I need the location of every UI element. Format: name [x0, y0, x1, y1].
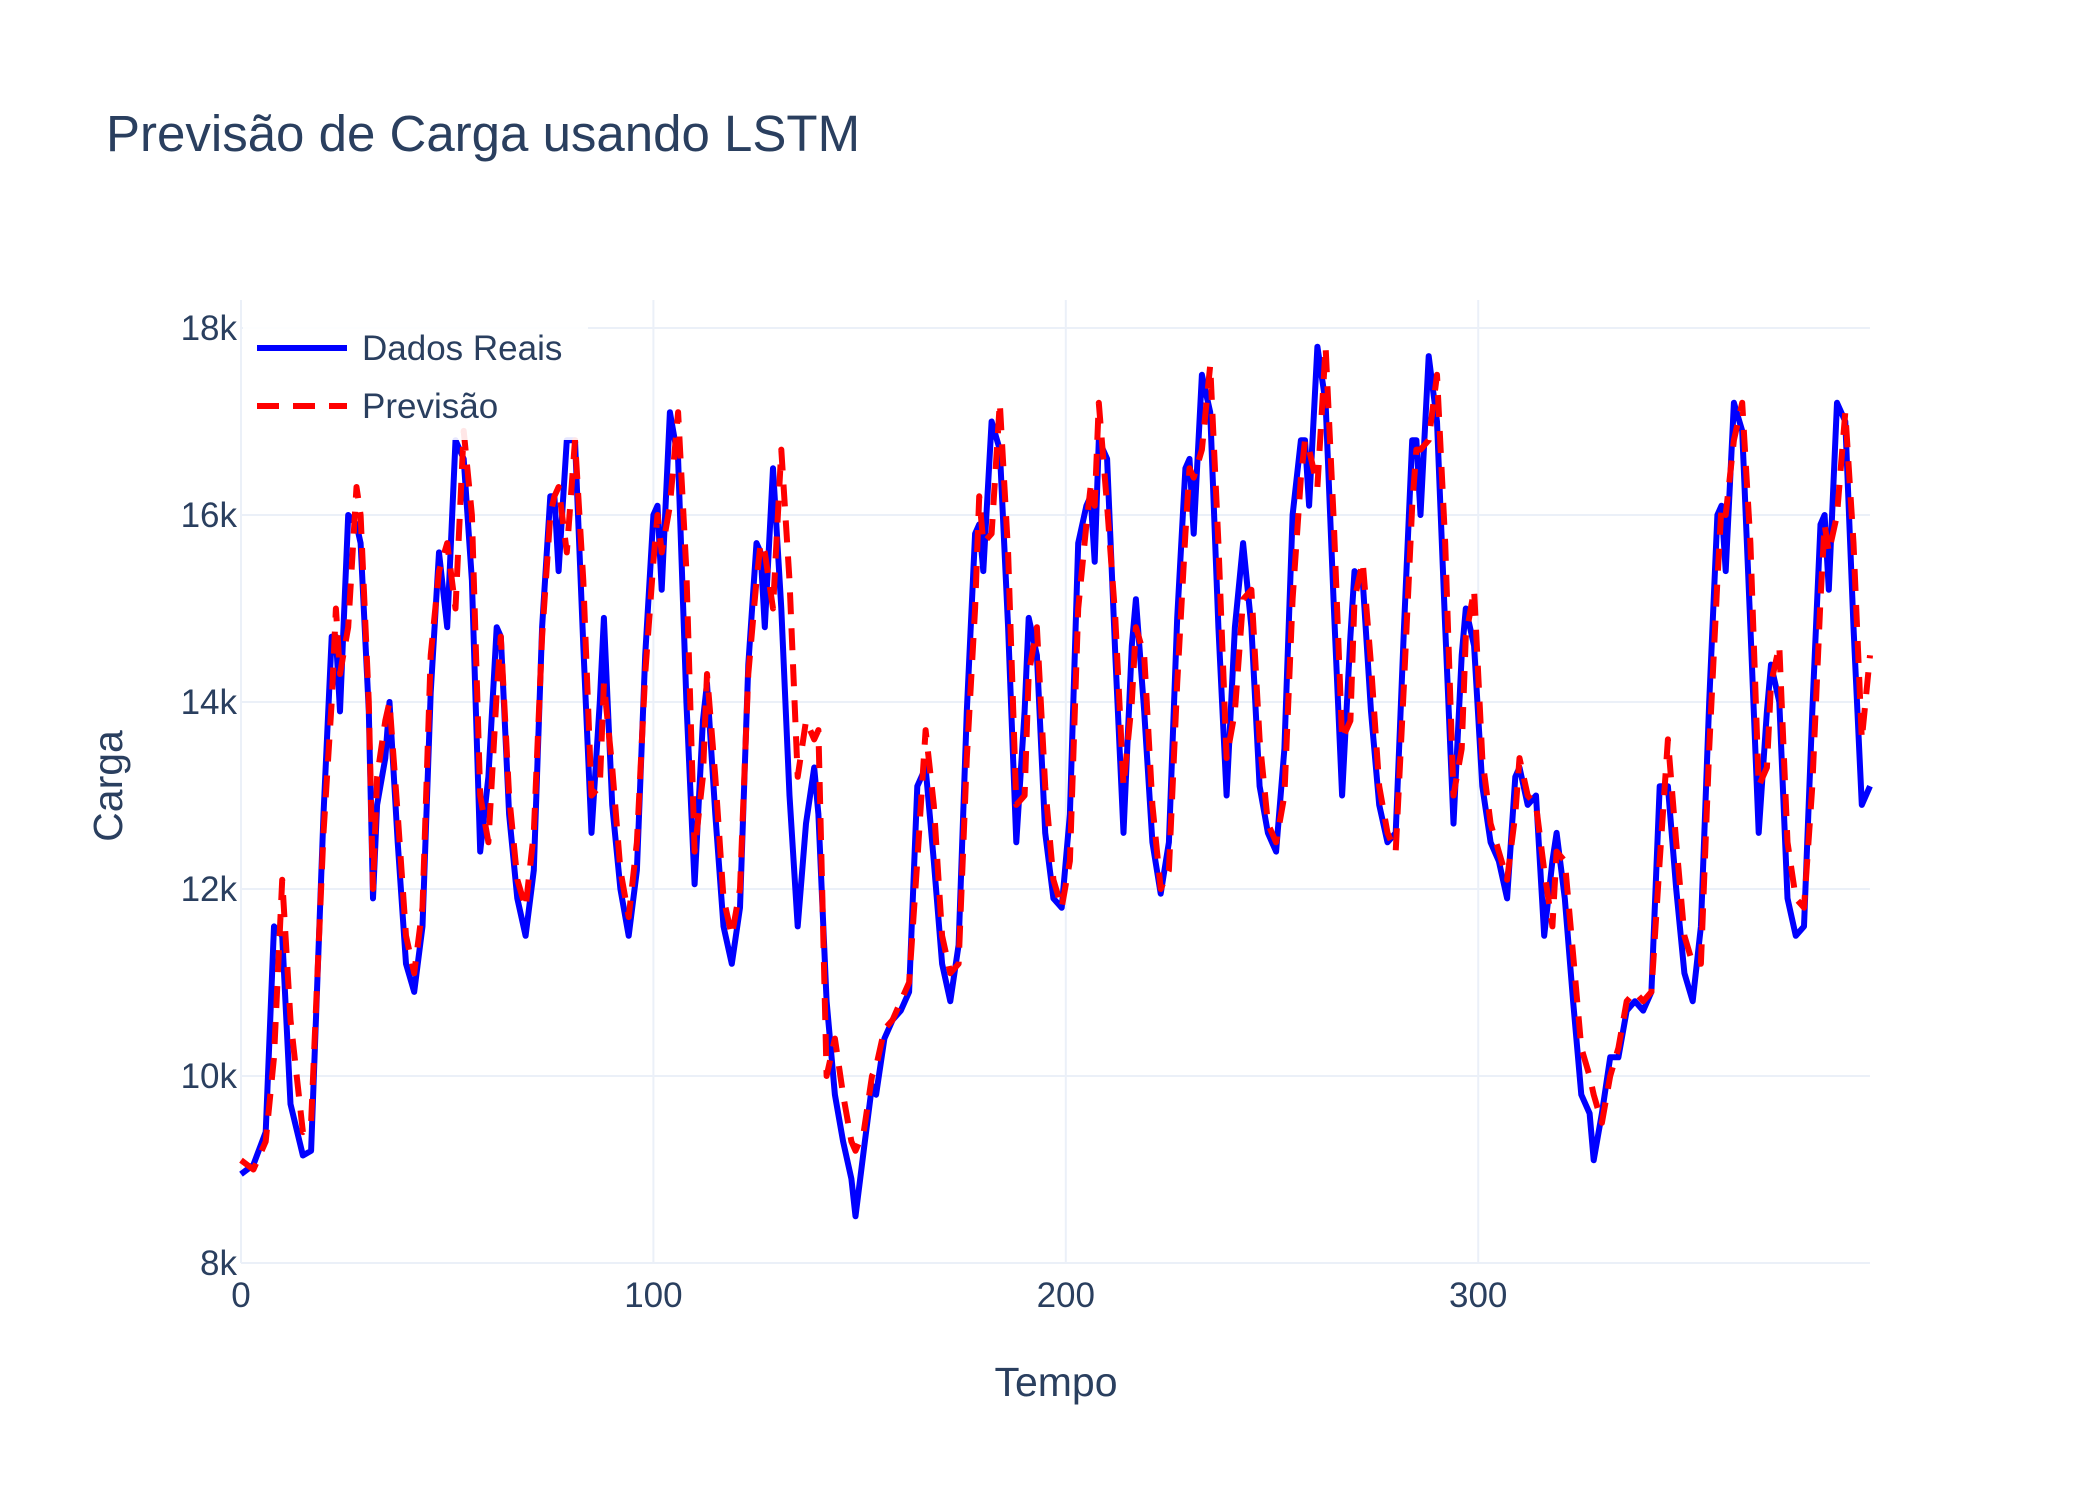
- y-tick-label: 16k: [181, 496, 238, 535]
- x-tick-label: 200: [1037, 1276, 1095, 1315]
- axis-ticks: 8k 10k 12k 14k 16k 18k 0 100 200 300: [181, 309, 1508, 1315]
- y-tick-label: 18k: [181, 309, 238, 348]
- series-line-pred[interactable]: [239, 343, 1873, 1173]
- chart-title: Previsão de Carga usando LSTM: [106, 105, 861, 162]
- x-tick-label: 0: [231, 1276, 250, 1315]
- y-tick-label: 10k: [181, 1057, 238, 1096]
- legend[interactable]: Dados Reais Previsão: [257, 329, 562, 426]
- x-axis-title: Tempo: [994, 1359, 1117, 1405]
- legend-label-real: Dados Reais: [362, 329, 562, 368]
- y-tick-label: 8k: [200, 1244, 237, 1283]
- legend-label-pred: Previsão: [362, 387, 498, 426]
- y-tick-label: 12k: [181, 870, 238, 909]
- y-tick-label: 14k: [181, 683, 238, 722]
- series-lines: [239, 343, 1873, 1220]
- x-tick-label: 100: [624, 1276, 682, 1315]
- series-line-real[interactable]: [239, 343, 1873, 1220]
- legend-background: [243, 322, 588, 440]
- x-tick-label: 300: [1449, 1276, 1507, 1315]
- y-axis-title: Carga: [85, 730, 131, 842]
